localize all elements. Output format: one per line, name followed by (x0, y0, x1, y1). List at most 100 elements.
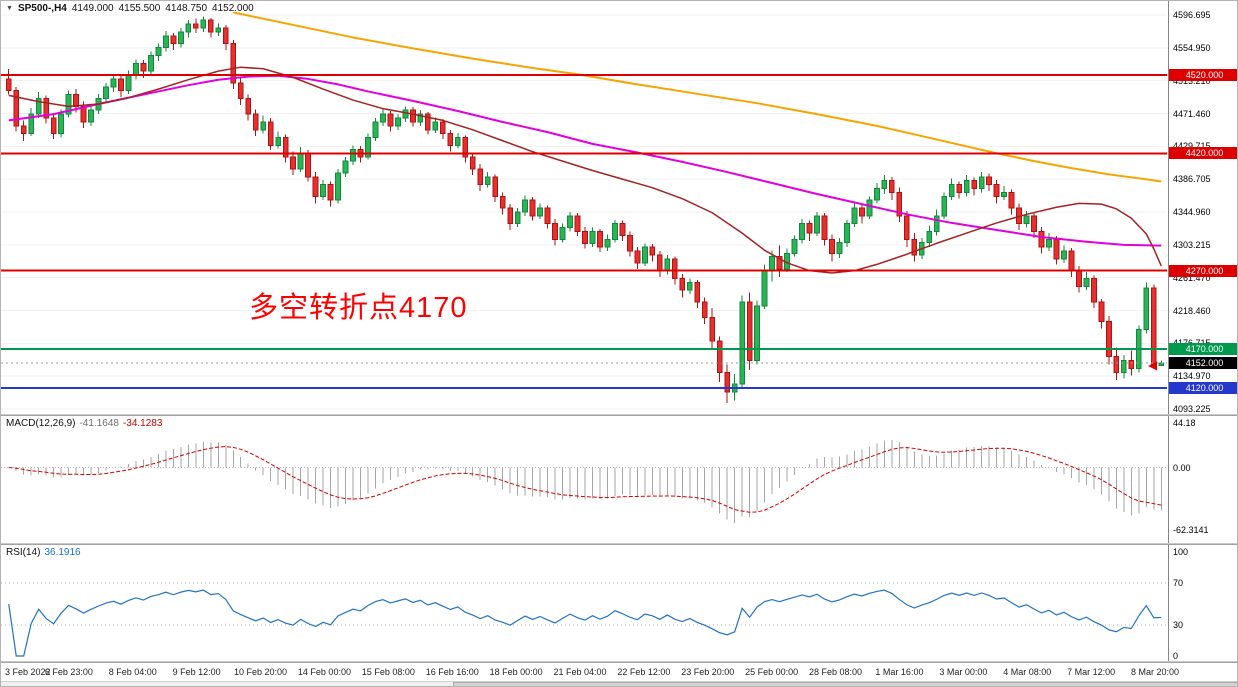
candle-up (963, 180, 970, 193)
candle-up (754, 305, 761, 362)
candle-up (612, 223, 618, 240)
ma-slow-line (233, 11, 1162, 183)
candle-down (1128, 360, 1135, 369)
candle-down (971, 180, 978, 189)
price-axis-label: 70 (1173, 578, 1184, 589)
panel-separator[interactable] (1, 543, 1237, 545)
candle-up (791, 238, 798, 254)
candle-up (567, 215, 573, 229)
candle-down (1113, 356, 1120, 373)
candle-up (978, 176, 985, 189)
candle-down (993, 184, 1000, 197)
candle-up (866, 199, 873, 217)
candle-down (447, 133, 454, 146)
price-axis-label: 0 (1173, 651, 1179, 661)
macd-chart[interactable] (1, 416, 1167, 544)
time-axis-label: 25 Feb 00:00 (745, 667, 799, 677)
rsi-value: 36.1916 (44, 547, 81, 558)
price-axis-label: 4596.695 (1173, 10, 1211, 20)
price-axis[interactable]: 4596.6954554.9504513.2104471.4604429.715… (1168, 1, 1237, 662)
candle-up (559, 227, 566, 240)
candlestick-chart[interactable] (1, 1, 1167, 415)
candle-down (20, 125, 27, 135)
ma-overlays-layer (8, 11, 1162, 274)
candle-down (230, 43, 237, 84)
candle-down (724, 371, 731, 393)
candle-up (215, 27, 222, 33)
candle-down (462, 137, 469, 158)
candle-up (35, 97, 42, 115)
ma-mid-line (8, 74, 1162, 247)
price-level-badge[interactable]: 4120.000 (1169, 382, 1237, 395)
time-axis-label: 8 Mar 20:00 (1130, 667, 1180, 677)
ohlc-close-value: 4152.000 (212, 3, 254, 14)
candle-down (776, 256, 783, 270)
candle-up (297, 152, 304, 170)
candle-down (649, 246, 656, 256)
candle-up (799, 223, 805, 240)
candle-down (305, 152, 311, 178)
candle-down (387, 113, 394, 127)
time-axis[interactable]: 3 Feb 2022 6 Feb 23:00 8 Feb 04:00 9 Feb 12… (1, 663, 1179, 680)
time-axis-label: 16 Feb 16:00 (425, 667, 479, 677)
candle-down (140, 62, 147, 72)
candle-down (424, 113, 431, 131)
candle-up (881, 180, 888, 189)
price-axis-label: 4344.960 (1173, 207, 1211, 217)
time-axis-label: 6 Feb 23:00 (44, 667, 93, 677)
time-axis-label: 1 Mar 16:00 (875, 667, 924, 677)
current-price-badge[interactable]: 4152.000 (1169, 357, 1237, 369)
symbol-timeframe-label: SP500-,H4 (17, 3, 67, 14)
last-price-marker (1148, 361, 1157, 371)
price-level-badge[interactable]: 4420.000 (1169, 147, 1237, 160)
candle-up (260, 121, 267, 131)
candle-down (671, 258, 678, 279)
candle-down (806, 223, 813, 234)
candle-down (1031, 215, 1037, 233)
candle-up (641, 246, 648, 264)
candle-down (507, 207, 514, 225)
candle-up (365, 137, 371, 158)
panel-separator[interactable] (1, 661, 1237, 663)
rsi-chart[interactable] (1, 545, 1167, 661)
candle-up (372, 121, 379, 139)
candle-down (888, 180, 895, 193)
candle-down (627, 234, 633, 252)
price-axis-label: 4261.470 (1173, 272, 1211, 283)
time-axis-label: 22 Feb 12:00 (617, 667, 671, 677)
candle-up (185, 23, 192, 33)
candle-up (739, 301, 746, 385)
candle-up (814, 215, 820, 234)
time-axis-label: 23 Feb 20:00 (681, 667, 735, 677)
price-axis-label: 4093.225 (1173, 404, 1211, 414)
candle-up (1120, 360, 1127, 373)
candle-down (282, 137, 289, 158)
grid-layer (1, 14, 1167, 410)
candle-down (5, 78, 12, 92)
time-axis-label: 21 Feb 04:00 (553, 667, 607, 677)
price-axis-label: 44.18 (1173, 418, 1196, 429)
candle-down (679, 277, 686, 291)
candle-up (402, 109, 409, 119)
price-level-badge[interactable]: 4520.000 (1169, 69, 1237, 82)
candle-down (694, 281, 701, 303)
candle-down (634, 250, 641, 264)
candle-down (597, 231, 603, 248)
collapse-arrow-icon[interactable]: ▼ (6, 4, 13, 12)
panel-separator[interactable] (1, 414, 1237, 416)
candle-up (933, 215, 940, 233)
candle-down (267, 121, 274, 146)
candle-down (656, 254, 663, 272)
candle-up (395, 117, 401, 127)
chart-annotation-text[interactable]: 多空转折点4170 (249, 292, 468, 324)
candle-down (13, 90, 20, 127)
candle-up (200, 19, 207, 29)
price-level-badge[interactable]: 4270.000 (1169, 264, 1237, 277)
candle-up (454, 137, 461, 146)
scrollbar-thumb[interactable] (453, 682, 1237, 686)
price-level-badge[interactable]: 4170.000 (1169, 342, 1237, 355)
time-axis-label: 10 Feb 20:00 (234, 667, 288, 677)
candle-up (948, 184, 955, 197)
candle-up (417, 113, 424, 123)
horizontal-scrollbar[interactable] (1, 681, 1237, 686)
